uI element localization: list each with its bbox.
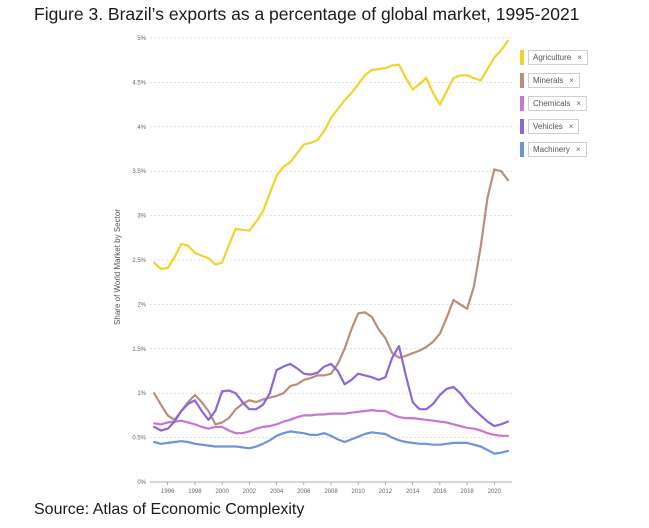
y-tick-label: 3.5%	[132, 169, 146, 175]
series-line-chemicals	[153, 409, 509, 437]
legend-item-machinery[interactable]: Machinery ×	[520, 138, 588, 161]
legend-item-chemicals[interactable]: Chemicals ×	[520, 92, 588, 115]
legend-label: Agriculture	[533, 53, 572, 62]
y-tick-label: 4.5%	[132, 80, 146, 86]
x-tick-label: 2002	[243, 489, 257, 495]
close-icon[interactable]: ×	[575, 145, 581, 154]
legend-label: Machinery	[533, 145, 570, 154]
y-tick-label: 0.5%	[132, 436, 146, 442]
legend-label: Minerals	[533, 76, 564, 85]
legend-swatch	[520, 142, 524, 157]
legend-chip[interactable]: Chemicals ×	[528, 96, 588, 111]
x-tick-label: 2008	[324, 489, 338, 495]
y-tick-label: 2.5%	[132, 258, 146, 264]
legend-item-minerals[interactable]: Minerals ×	[520, 69, 588, 92]
series-line-machinery	[153, 430, 509, 455]
y-axis-label: Share of World Market by Sector	[113, 209, 122, 325]
legend-item-agriculture[interactable]: Agriculture ×	[520, 46, 588, 69]
x-tick-label: 2018	[460, 489, 474, 495]
x-tick-label: 1998	[188, 489, 202, 495]
x-tick-label: 2016	[433, 489, 447, 495]
x-tick-label: 2010	[352, 489, 366, 495]
legend-chip[interactable]: Agriculture ×	[528, 50, 588, 65]
y-tick-label: 5%	[137, 36, 146, 42]
legend-swatch	[520, 50, 524, 65]
source-note: Source: Atlas of Economic Complexity	[34, 501, 305, 518]
legend-label: Chemicals	[533, 99, 571, 108]
x-tick-label: 2004	[270, 489, 284, 495]
legend-chip[interactable]: Minerals ×	[528, 73, 580, 88]
y-tick-label: 1.5%	[132, 347, 146, 353]
y-tick-label: 3%	[137, 214, 146, 220]
x-tick-label: 2006	[297, 489, 311, 495]
legend-swatch	[520, 96, 524, 111]
x-tick-label: 1996	[161, 489, 175, 495]
series-line-agriculture	[153, 39, 509, 270]
y-tick-label: 4%	[137, 125, 146, 131]
close-icon[interactable]: ×	[576, 99, 582, 108]
series-line-vehicles	[153, 345, 509, 432]
close-icon[interactable]: ×	[569, 76, 574, 85]
series-line-minerals	[153, 168, 509, 426]
figure-title: Figure 3. Brazil’s exports as a percenta…	[34, 4, 580, 24]
chart-legend: Agriculture × Minerals × Chemicals × Vehicles ×…	[520, 46, 588, 161]
legend-label: Vehicles	[533, 122, 563, 131]
y-tick-label: 1%	[137, 391, 146, 397]
legend-swatch	[520, 119, 524, 134]
x-tick-label: 2020	[488, 489, 502, 495]
legend-chip[interactable]: Vehicles ×	[528, 119, 580, 134]
y-tick-label: 0%	[137, 480, 146, 486]
legend-item-vehicles[interactable]: Vehicles ×	[520, 115, 588, 138]
y-tick-label: 2%	[137, 302, 146, 308]
legend-swatch	[520, 73, 524, 88]
close-icon[interactable]: ×	[577, 53, 582, 62]
x-tick-label: 2014	[406, 489, 420, 495]
x-tick-label: 2012	[379, 489, 393, 495]
close-icon[interactable]: ×	[568, 122, 574, 131]
legend-chip[interactable]: Machinery ×	[528, 142, 587, 157]
x-tick-label: 2000	[215, 489, 229, 495]
